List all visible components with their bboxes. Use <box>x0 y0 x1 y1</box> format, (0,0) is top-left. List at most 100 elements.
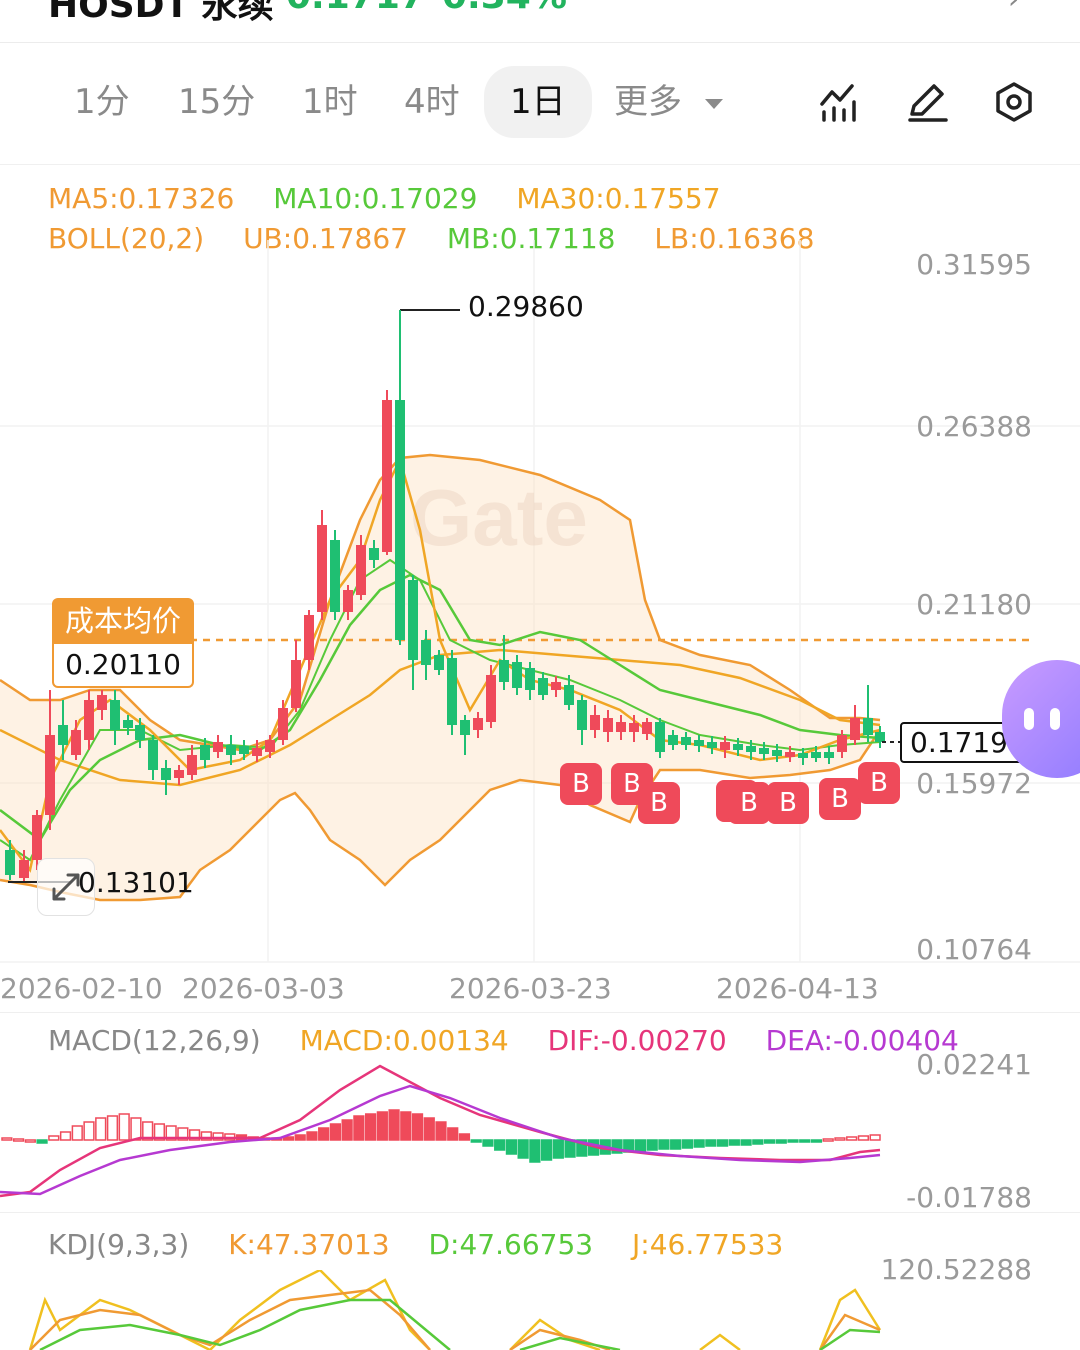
macd-bar <box>740 1139 752 1146</box>
k-line <box>29 1288 881 1350</box>
macd-value: MACD:0.00134 <box>299 1024 509 1057</box>
candle-body <box>694 740 704 746</box>
kdj-legend: KDJ(9,3,3) K:47.37013 D:47.66753 J:46.77… <box>48 1228 813 1261</box>
tab-1h[interactable]: 1时 <box>302 82 358 122</box>
macd-bar <box>564 1139 576 1158</box>
settings-icon[interactable] <box>992 80 1036 124</box>
tab-15m[interactable]: 15分 <box>178 82 256 122</box>
buy-marker[interactable]: B <box>638 782 680 824</box>
macd-bar <box>505 1139 518 1155</box>
candle-body <box>486 675 496 722</box>
macd-bar <box>846 1136 858 1141</box>
boll-legend: BOLL(20,2) UB:0.17867 MB:0.17118 LB:0.16… <box>48 222 844 255</box>
kdj-axis-label: 120.52288 <box>880 1253 1032 1286</box>
macd-bar <box>188 1129 201 1141</box>
assistant-eye-icon <box>1050 708 1060 730</box>
candle-body <box>408 580 418 660</box>
kdj-name: KDJ(9,3,3) <box>48 1228 190 1261</box>
caret-down-icon <box>704 98 723 109</box>
macd-bar <box>341 1119 353 1141</box>
macd-bar <box>106 1115 119 1141</box>
macd-bar <box>799 1139 811 1143</box>
boll-ub: UB:0.17867 <box>243 222 408 255</box>
macd-chart[interactable] <box>0 1060 1080 1210</box>
date-axis-label: 2026-03-23 <box>449 972 612 1005</box>
macd-bar <box>869 1134 881 1141</box>
date-axis-label: 2026-04-13 <box>716 972 879 1005</box>
expand-button[interactable] <box>37 858 95 916</box>
macd-bar <box>400 1111 412 1141</box>
candlestick-chart[interactable]: Gate <box>0 240 1080 965</box>
candle-body <box>278 708 288 740</box>
cost-average-tag[interactable]: 成本均价 0.20110 <box>52 598 194 688</box>
buy-marker[interactable]: B <box>858 762 900 804</box>
dea-line <box>0 1084 881 1196</box>
tab-4h[interactable]: 4时 <box>404 82 460 122</box>
macd-bar <box>165 1125 177 1141</box>
tab-1m[interactable]: 1分 <box>74 82 130 122</box>
candle-body <box>110 700 120 730</box>
macd-bar <box>24 1139 36 1143</box>
macd-bar <box>153 1123 166 1141</box>
macd-bar <box>12 1138 25 1142</box>
candle-body <box>564 685 574 705</box>
kdj-chart[interactable] <box>0 1270 1080 1350</box>
candle-body <box>616 722 626 732</box>
macd-bar <box>834 1137 846 1141</box>
assistant-bubble[interactable] <box>1002 660 1080 778</box>
candle-body <box>19 860 29 878</box>
macd-axis-label: -0.01788 <box>906 1181 1032 1214</box>
candle-body <box>720 742 730 750</box>
buy-marker[interactable]: B <box>767 782 809 824</box>
price-axis-label: 0.15972 <box>916 767 1032 800</box>
candle-body <box>356 545 366 595</box>
candle-body <box>58 725 68 745</box>
draw-icon[interactable] <box>906 80 950 124</box>
high-price-label: 0.29860 <box>468 290 584 323</box>
tab-more-label: 更多 <box>614 82 682 122</box>
buy-marker[interactable]: B <box>728 782 770 824</box>
candle-body <box>317 525 327 612</box>
candle-body <box>421 640 431 665</box>
assistant-eye-icon <box>1024 708 1034 730</box>
buy-marker[interactable]: B <box>819 778 861 820</box>
macd-bar <box>552 1139 564 1159</box>
macd-bar <box>177 1127 189 1141</box>
macd-bar <box>482 1139 494 1147</box>
date-axis-label: 2026-02-10 <box>0 972 163 1005</box>
candle-body <box>811 752 821 758</box>
candle-body <box>135 725 145 740</box>
macd-bar <box>48 1135 60 1141</box>
buy-marker[interactable]: B <box>560 763 602 805</box>
macd-bar <box>810 1139 823 1143</box>
candle-body <box>343 590 353 612</box>
boll-lb: LB:0.16368 <box>654 222 815 255</box>
macd-bar <box>294 1134 306 1141</box>
macd-bar <box>670 1139 682 1150</box>
macd-bar <box>59 1131 72 1141</box>
candle-body <box>226 745 236 755</box>
macd-bar <box>447 1127 459 1141</box>
candle-body <box>629 723 639 732</box>
boll-name: BOLL(20,2) <box>48 222 205 255</box>
candle-body <box>265 740 275 752</box>
chevron-right-icon[interactable]: › <box>1008 0 1019 15</box>
macd-bar <box>658 1139 670 1150</box>
ma30-value: MA30:0.17557 <box>516 182 721 215</box>
macd-bar <box>71 1125 83 1141</box>
macd-bar <box>130 1117 142 1141</box>
candle-body <box>538 678 548 695</box>
candle-body <box>97 695 107 710</box>
candle-body <box>213 742 223 752</box>
macd-bar <box>435 1121 447 1141</box>
indicator-icon[interactable] <box>818 80 862 124</box>
candle-body <box>200 745 210 760</box>
macd-bar <box>763 1139 776 1144</box>
macd-bar <box>1 1137 13 1141</box>
candle-body <box>161 768 171 780</box>
tab-1d[interactable]: 1日 <box>484 66 592 138</box>
ma-legend: MA5:0.17326 MA10:0.17029 MA30:0.17557 <box>48 182 751 215</box>
macd-name: MACD(12,26,9) <box>48 1024 261 1057</box>
ticker-header[interactable]: HOSDT 永续 0.1717 0.34% › <box>0 0 1080 43</box>
tab-more[interactable]: 更多 <box>614 80 725 124</box>
